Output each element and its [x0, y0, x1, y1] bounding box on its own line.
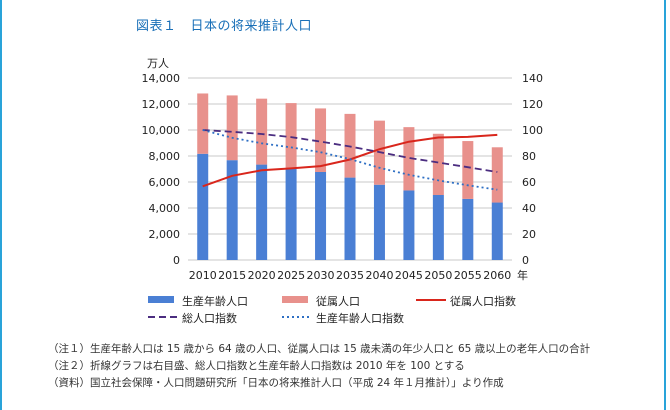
x-axis-tick-label: 2060 — [483, 269, 511, 282]
bar-dependent — [462, 141, 474, 199]
legend-label: 従属人口 — [316, 295, 360, 308]
bar-dependent — [491, 147, 503, 203]
left-axis-tick-label: 4,000 — [149, 202, 181, 215]
note-2: （注２）折線グラフは右目盛、総人口指数と生産年齢人口指数は 2010 年を 10… — [48, 360, 465, 372]
x-axis-tick-label: 2030 — [307, 269, 335, 282]
bar-working-age — [315, 171, 327, 260]
x-axis-tick-label: 2040 — [365, 269, 393, 282]
bar-dependent — [256, 98, 268, 165]
x-axis-tick-label: 2010 — [189, 269, 217, 282]
legend-label: 生産年齢人口指数 — [316, 311, 404, 325]
x-axis-tick-label: 2050 — [424, 269, 452, 282]
figure-title: 日本の将来推計人口 — [190, 19, 313, 34]
bar-dependent — [315, 108, 327, 172]
right-axis-tick-label: 100 — [522, 124, 543, 137]
left-axis-tick-label: 6,000 — [149, 176, 181, 189]
bar-working-age — [403, 190, 415, 260]
bar-working-age — [373, 184, 385, 260]
chart-notes: （注１）生産年齢人口は 15 歳から 64 歳の人口、従属人口は 15 歳未満の… — [48, 341, 590, 392]
left-axis-unit: 万人 — [147, 57, 169, 70]
right-axis-tick-label: 80 — [522, 150, 536, 163]
left-axis-tick-label: 2,000 — [149, 228, 181, 241]
x-axis-tick-label: 2045 — [395, 269, 423, 282]
right-axis-tick-label: 140 — [522, 72, 543, 85]
series-line-3 — [202, 129, 498, 191]
chart-title: 図表１ 日本の将来推計人口 — [136, 15, 312, 34]
legend-swatch — [148, 296, 174, 303]
population-chart: 0 2,000 4,000 6,000 8,000 10,000 12,000 14,000 0… — [142, 57, 544, 325]
right-axis-tick-label: 20 — [522, 228, 536, 241]
legend-label: 生産年齢人口 — [182, 294, 248, 308]
x-axis-tick-label: 2025 — [277, 269, 305, 282]
left-axis-tick-label: 12,000 — [142, 98, 181, 111]
note-source: （資料）国立社会保障・人口問題研究所「日本の将来推計人口（平成 24 年１月推計… — [48, 377, 504, 389]
bar-working-age — [285, 167, 297, 260]
x-axis-tick-label: 2035 — [336, 269, 364, 282]
left-axis-tick-label: 8,000 — [149, 150, 181, 163]
x-axis-tick-label: 2015 — [218, 269, 246, 282]
right-axis-tick-label: 0 — [522, 254, 529, 267]
series-line-2 — [202, 129, 498, 173]
x-axis-unit: 年 — [517, 268, 528, 282]
x-axis-tick-label: 2020 — [248, 269, 276, 282]
legend-label: 総人口指数 — [182, 311, 237, 325]
figure-number: 図表１ — [136, 19, 177, 34]
bar-dependent — [197, 93, 209, 154]
bar-working-age — [226, 160, 238, 260]
bar-working-age — [197, 153, 209, 260]
right-axis-tick-label: 120 — [522, 98, 543, 111]
x-axis-tick-label: 2055 — [454, 269, 482, 282]
right-axis-tick-label: 40 — [522, 202, 536, 215]
legend-label: 従属人口指数 — [450, 294, 516, 308]
bar-dependent — [403, 127, 415, 191]
bar-dependent — [285, 103, 297, 168]
bar-dependent — [432, 133, 444, 195]
left-axis-tick-label: 10,000 — [142, 124, 181, 137]
bar-working-age — [491, 202, 503, 260]
bar-working-age — [256, 164, 268, 260]
bar-working-age — [432, 195, 444, 260]
bar-working-age — [344, 177, 356, 260]
left-axis-tick-label: 0 — [173, 254, 180, 267]
bar-working-age — [462, 198, 474, 260]
note-1: （注１）生産年齢人口は 15 歳から 64 歳の人口、従属人口は 15 歳未満の… — [48, 343, 591, 355]
left-axis-tick-label: 14,000 — [142, 72, 181, 85]
legend-swatch — [282, 296, 308, 303]
right-axis-tick-label: 60 — [522, 176, 536, 189]
bar-dependent — [226, 95, 238, 161]
